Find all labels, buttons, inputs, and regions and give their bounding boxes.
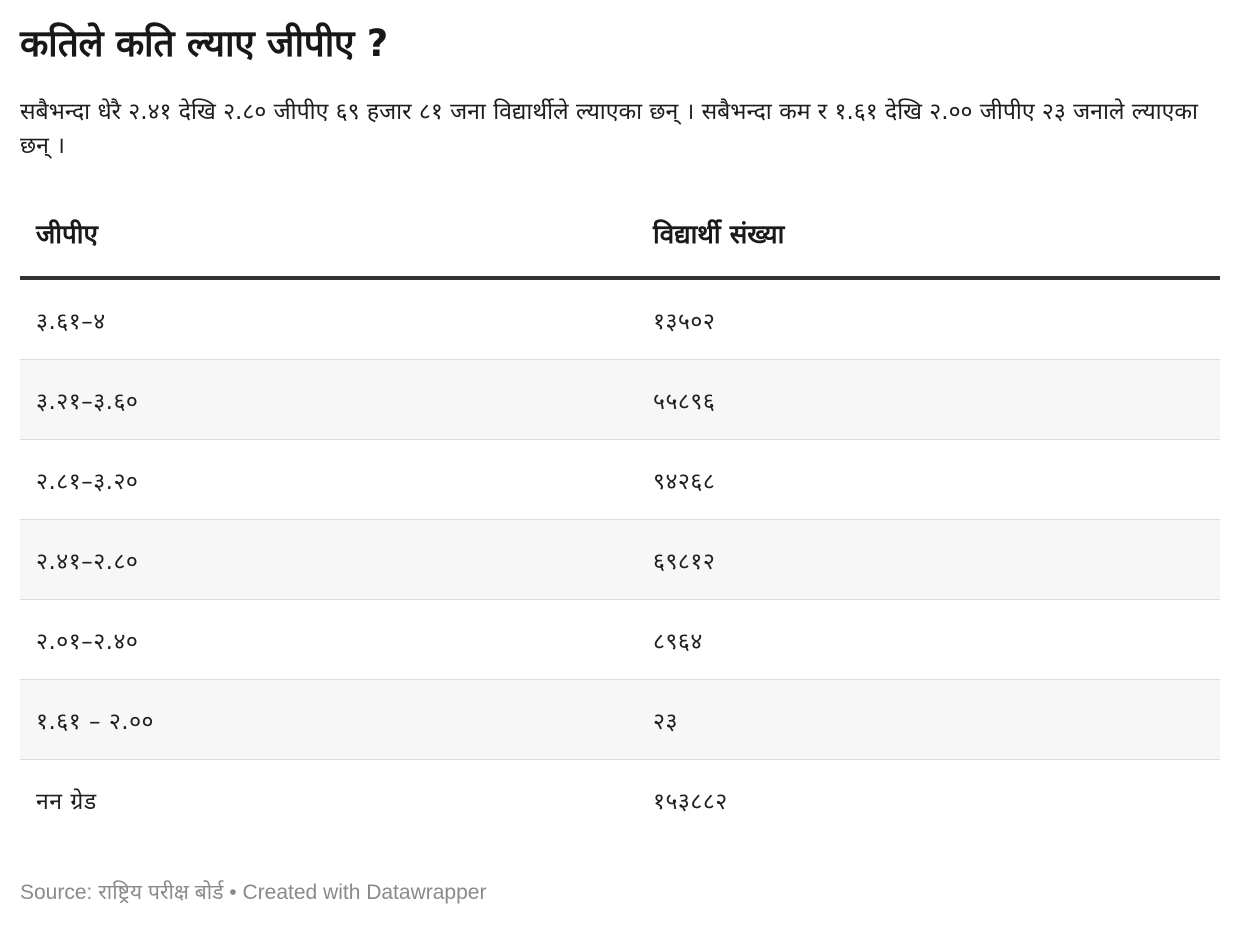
gpa-cell: ३.६१–४ (20, 278, 637, 360)
chart-title: कतिले कति ल्याए जीपीए ? (20, 22, 388, 65)
table-row: २.४१–२.८० ६९८१२ (20, 519, 1220, 600)
gpa-cell: २.०१–२.४० (20, 599, 637, 680)
student-count-cell: ९४२६८ (637, 439, 1220, 520)
student-count-cell: ८९६४ (637, 599, 1220, 680)
gpa-cell: १.६१ – २.०० (20, 679, 637, 760)
chart-container: कतिले कति ल्याए जीपीए ? सबैभन्दा धेरै २.… (20, 18, 1220, 839)
table-row: ३.६१–४ १३५०२ (20, 278, 1220, 360)
gpa-cell: ३.२१–३.६० (20, 359, 637, 440)
gpa-cell: २.४१–२.८० (20, 519, 637, 600)
gpa-cell: नन ग्रेड (36, 788, 97, 815)
student-count-cell: ६९८१२ (637, 519, 1220, 600)
student-count-cell: १३५०२ (637, 278, 1220, 360)
column-header-gpa: जीपीए (20, 190, 637, 280)
table-row: १.६१ – २.०० २३ (20, 679, 1220, 760)
table-header-row: जीपीए विद्यार्थी संख्या (20, 190, 1220, 280)
source-footer: Source: राष्ट्रिय परीक्ष बोर्ड • Created… (20, 881, 487, 904)
column-header-student-count: विद्यार्थी संख्या (637, 190, 1220, 280)
student-count-cell: २३ (637, 679, 1220, 760)
table-row: २.०१–२.४० ८९६४ (20, 599, 1220, 680)
table-row: नन ग्रेड १५३८८२ (20, 760, 1220, 840)
table-row: ३.२१–३.६० ५५८९६ (20, 359, 1220, 440)
table-row: २.८१–३.२० ९४२६८ (20, 439, 1220, 520)
gpa-cell: २.८१–३.२० (20, 439, 637, 520)
student-count-cell: ५५८९६ (637, 359, 1220, 440)
student-count-cell: १५३८८२ (653, 788, 728, 815)
chart-description: सबैभन्दा धेरै २.४१ देखि २.८० जीपीए ६९ हज… (20, 99, 1198, 159)
data-table: जीपीए विद्यार्थी संख्या ३.६१–४ १३५०२ ३.२… (20, 190, 1220, 839)
